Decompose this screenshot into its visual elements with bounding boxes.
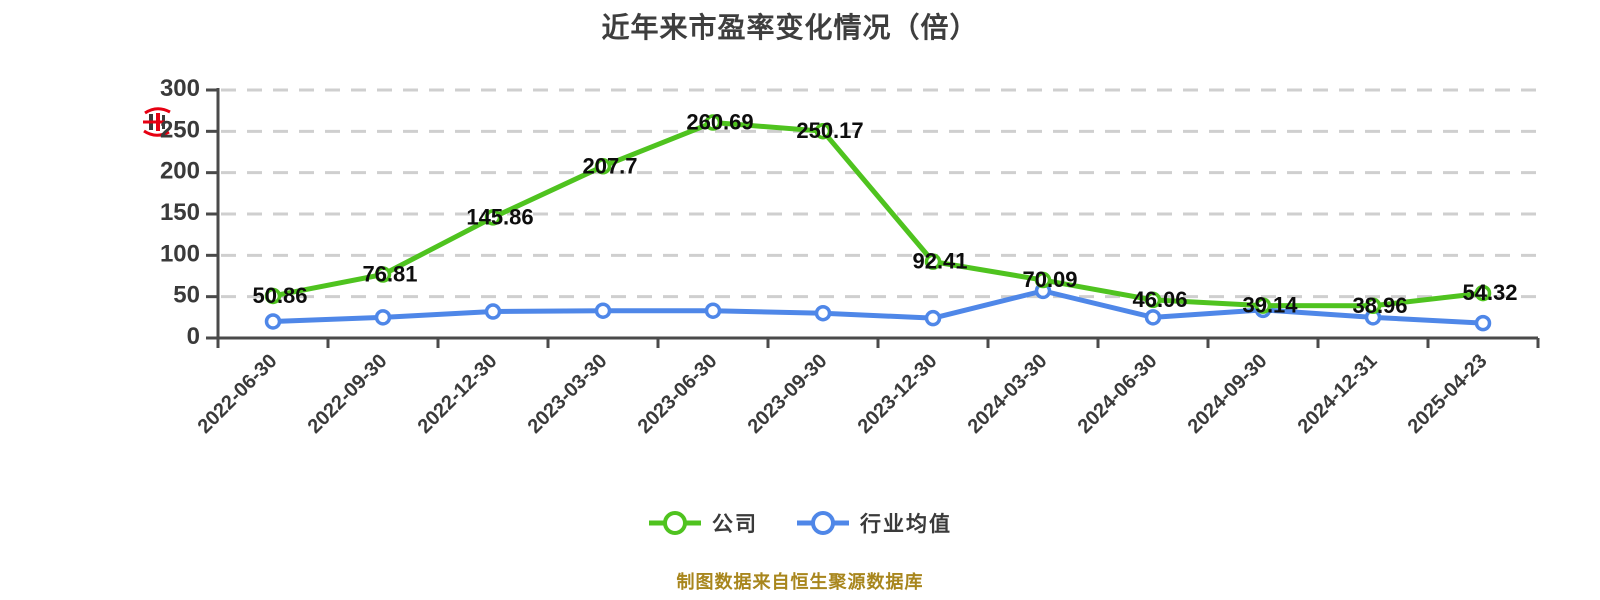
industry-data-point [374, 309, 392, 326]
industry-series-line [270, 288, 1486, 326]
company-line-marker-icon [649, 511, 701, 535]
company-data-point [1144, 291, 1162, 309]
data-point-value-label: 260.69 [686, 109, 753, 134]
company-data-point [264, 287, 282, 305]
red-seal-stamp-icon [141, 104, 173, 140]
industry-data-point [1474, 314, 1492, 332]
industry-data-point [594, 302, 612, 319]
x-axis-label: 2023-03-30 [524, 350, 612, 438]
legend-label-industry-average: 行业均值 [860, 513, 952, 536]
legend-item-company[interactable]: 公司 [648, 508, 758, 538]
data-point-value-label: 250.17 [796, 118, 863, 143]
data-source-note: 制图数据来自恒生聚源数据库 [676, 572, 924, 592]
y-axis-label: 50 [173, 282, 200, 309]
x-axis-label: 2023-12-30 [854, 350, 942, 438]
x-axis-label: 2023-09-30 [744, 350, 832, 438]
data-point-value-label: 46.06 [1132, 287, 1187, 312]
data-point-value-label: 207.7 [582, 153, 637, 178]
x-axis-label: 2023-06-30 [634, 350, 722, 438]
x-axis-label: 2024-03-30 [964, 350, 1052, 438]
chart-area: 0 50 100 150 200 250 300 2022-06-30 2022-09-30 20… [160, 75, 1540, 438]
data-point-value-label: 54.32 [1462, 280, 1517, 305]
x-axis-label: 2024-06-30 [1074, 350, 1162, 438]
x-axis-label: 2022-12-30 [414, 350, 502, 438]
x-axis-label: 2024-09-30 [1184, 350, 1272, 438]
x-axis-label: 2025-04-23 [1404, 350, 1492, 438]
industry-line-marker-icon [797, 511, 849, 535]
x-axis-label: 2022-06-30 [194, 350, 282, 438]
data-point-value-label: 38.96 [1352, 293, 1407, 318]
company-data-point [814, 122, 832, 140]
company-data-point [1474, 284, 1492, 302]
data-point-value-label: 50.86 [252, 283, 307, 308]
x-axis-label: 2024-12-31 [1294, 350, 1382, 438]
y-axis-label: 150 [160, 199, 200, 226]
x-axis-label: 2022-09-30 [304, 350, 392, 438]
data-point-value-label: 76.81 [362, 262, 417, 287]
company-data-point [484, 209, 502, 226]
company-data-point [1364, 297, 1382, 315]
y-axis-label: 250 [160, 116, 200, 143]
page-title: 近年来市盈率变化情况（倍） [601, 12, 979, 43]
industry-data-point [704, 302, 722, 319]
company-data-point [594, 158, 612, 175]
data-point-value-label: 92.41 [912, 249, 967, 274]
y-axis-label: 0 [187, 323, 200, 350]
company-data-point [374, 266, 392, 283]
company-series-line [270, 119, 1486, 309]
industry-data-point [264, 313, 282, 330]
legend-label-company: 公司 [712, 513, 758, 536]
industry-data-point [1144, 309, 1162, 326]
data-point-value-label: 39.14 [1242, 293, 1298, 318]
company-data-point [1254, 297, 1272, 314]
company-data-point [924, 253, 942, 270]
data-point-value-label: 70.09 [1022, 267, 1077, 292]
company-data-point [704, 114, 722, 131]
y-axis-label: 200 [160, 158, 200, 185]
industry-data-point [924, 309, 942, 327]
legend-item-industry-average[interactable]: 行业均值 [796, 508, 952, 538]
legend: 公司 行业均值 [0, 508, 1600, 538]
industry-data-point [814, 304, 832, 322]
industry-data-point [484, 303, 502, 320]
y-axis-label: 300 [160, 75, 200, 102]
data-point-value-label: 145.86 [466, 204, 533, 229]
company-data-point [1034, 271, 1052, 289]
y-axis-label: 100 [160, 240, 200, 267]
